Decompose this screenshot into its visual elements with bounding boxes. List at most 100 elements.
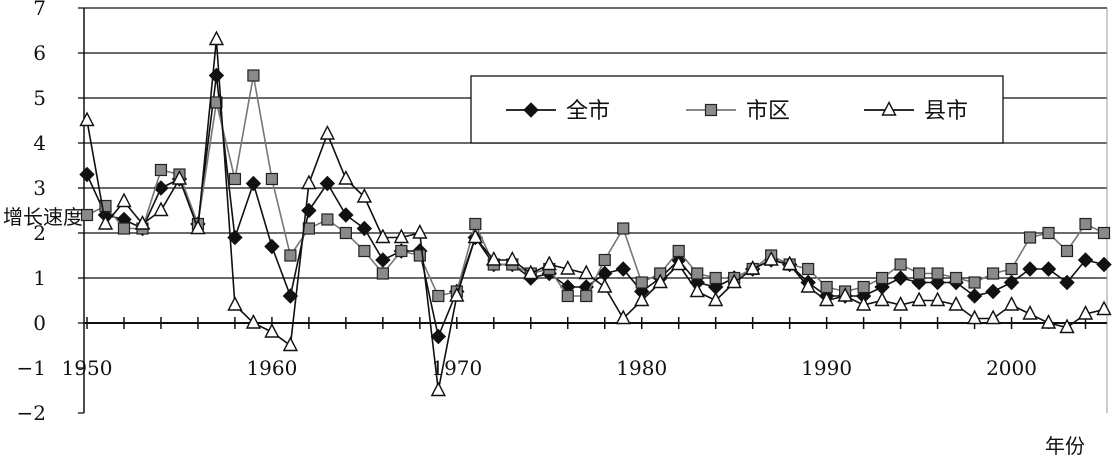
data-point: [708, 291, 724, 307]
data-point: [412, 223, 428, 239]
y-tick-label: 6: [33, 41, 46, 65]
data-point: [282, 336, 299, 352]
data-point: [245, 313, 262, 329]
data-point: [301, 202, 317, 219]
data-point: [855, 295, 872, 311]
data-point: [874, 291, 890, 307]
data-point: [560, 259, 576, 275]
data-point: [1096, 256, 1112, 273]
y-tick-label: −1: [17, 356, 46, 380]
data-point: [375, 252, 391, 268]
data-point: [911, 291, 927, 307]
x-tick-label: 1960: [246, 356, 297, 380]
data-point: [338, 207, 354, 223]
legend-label: 市区: [746, 99, 790, 124]
legend: 全市 市区 县市: [470, 75, 1004, 144]
data-point: [615, 261, 631, 277]
data-point: [208, 67, 225, 84]
y-tick-labels: 7 6 5 4 3 2 1 0 −1 −2: [17, 0, 46, 425]
data-point: [929, 291, 946, 307]
data-point: [134, 214, 151, 230]
data-point: [321, 213, 334, 226]
data-point: [892, 270, 909, 286]
data-point: [284, 249, 297, 262]
legend-marker: [704, 103, 718, 117]
data-point: [79, 111, 95, 127]
series-triangle: [79, 30, 1112, 397]
data-point: [634, 291, 650, 307]
x-tick-label: 1970: [431, 356, 482, 380]
data-point: [469, 217, 482, 231]
data-point: [561, 289, 574, 303]
data-point: [302, 222, 315, 235]
data-point: [356, 187, 373, 203]
legend-item: 市区: [686, 99, 790, 124]
data-point: [80, 208, 94, 222]
data-point: [948, 295, 964, 311]
data-point: [966, 288, 983, 304]
data-point: [154, 163, 168, 177]
data-point: [430, 381, 446, 397]
data-point: [467, 228, 483, 244]
data-point: [818, 291, 835, 307]
data-point: [117, 222, 131, 235]
data-point: [709, 271, 722, 285]
legend-label: 全市: [566, 99, 610, 124]
data-point: [430, 328, 447, 345]
data-point: [1003, 274, 1020, 291]
data-point: [1005, 262, 1018, 276]
data-point: [432, 289, 445, 303]
data-point: [986, 267, 1000, 280]
data-point: [1060, 244, 1074, 258]
data-point: [1096, 300, 1112, 316]
data-point: [578, 264, 594, 280]
legend-item: 全市: [506, 99, 610, 124]
data-point: [338, 169, 354, 185]
data-point: [449, 286, 465, 302]
legend-marker: [523, 102, 539, 118]
data-point: [376, 267, 389, 280]
data-point: [282, 288, 299, 304]
x-tick-label: 1950: [62, 356, 113, 380]
data-point: [504, 250, 520, 266]
data-point: [413, 249, 426, 262]
data-point: [393, 228, 409, 244]
data-point: [245, 175, 262, 192]
data-point: [1023, 231, 1037, 244]
data-point: [635, 276, 648, 289]
data-point: [319, 175, 336, 192]
data-point: [1042, 226, 1055, 240]
data-point: [395, 244, 408, 258]
data-point: [672, 244, 685, 258]
data-point: [1040, 261, 1057, 277]
data-point: [597, 277, 613, 293]
data-point: [486, 250, 502, 266]
data-point: [99, 199, 112, 213]
y-axis-label: 增长速度: [3, 205, 83, 229]
data-point: [782, 255, 798, 271]
data-point: [949, 271, 963, 285]
x-tick-label: 2000: [986, 356, 1037, 380]
data-point: [319, 124, 336, 140]
y-tick-label: 2: [33, 221, 46, 245]
legend-item: 县市: [864, 99, 968, 124]
data-point: [876, 271, 889, 285]
data-point: [541, 255, 557, 271]
y-tick-label: −2: [17, 401, 46, 425]
data-point: [208, 30, 225, 46]
data-point: [800, 277, 816, 293]
data-point: [802, 262, 815, 276]
data-point: [931, 267, 944, 280]
data-point: [1022, 261, 1038, 277]
data-point: [857, 280, 870, 294]
data-point: [617, 222, 630, 235]
data-point: [153, 201, 169, 217]
data-point: [615, 309, 631, 325]
data-point: [1059, 274, 1075, 291]
y-tick-label: 1: [33, 266, 46, 290]
data-point: [358, 244, 371, 258]
data-point: [912, 267, 926, 280]
data-point: [1077, 304, 1094, 320]
data-point: [247, 69, 260, 82]
